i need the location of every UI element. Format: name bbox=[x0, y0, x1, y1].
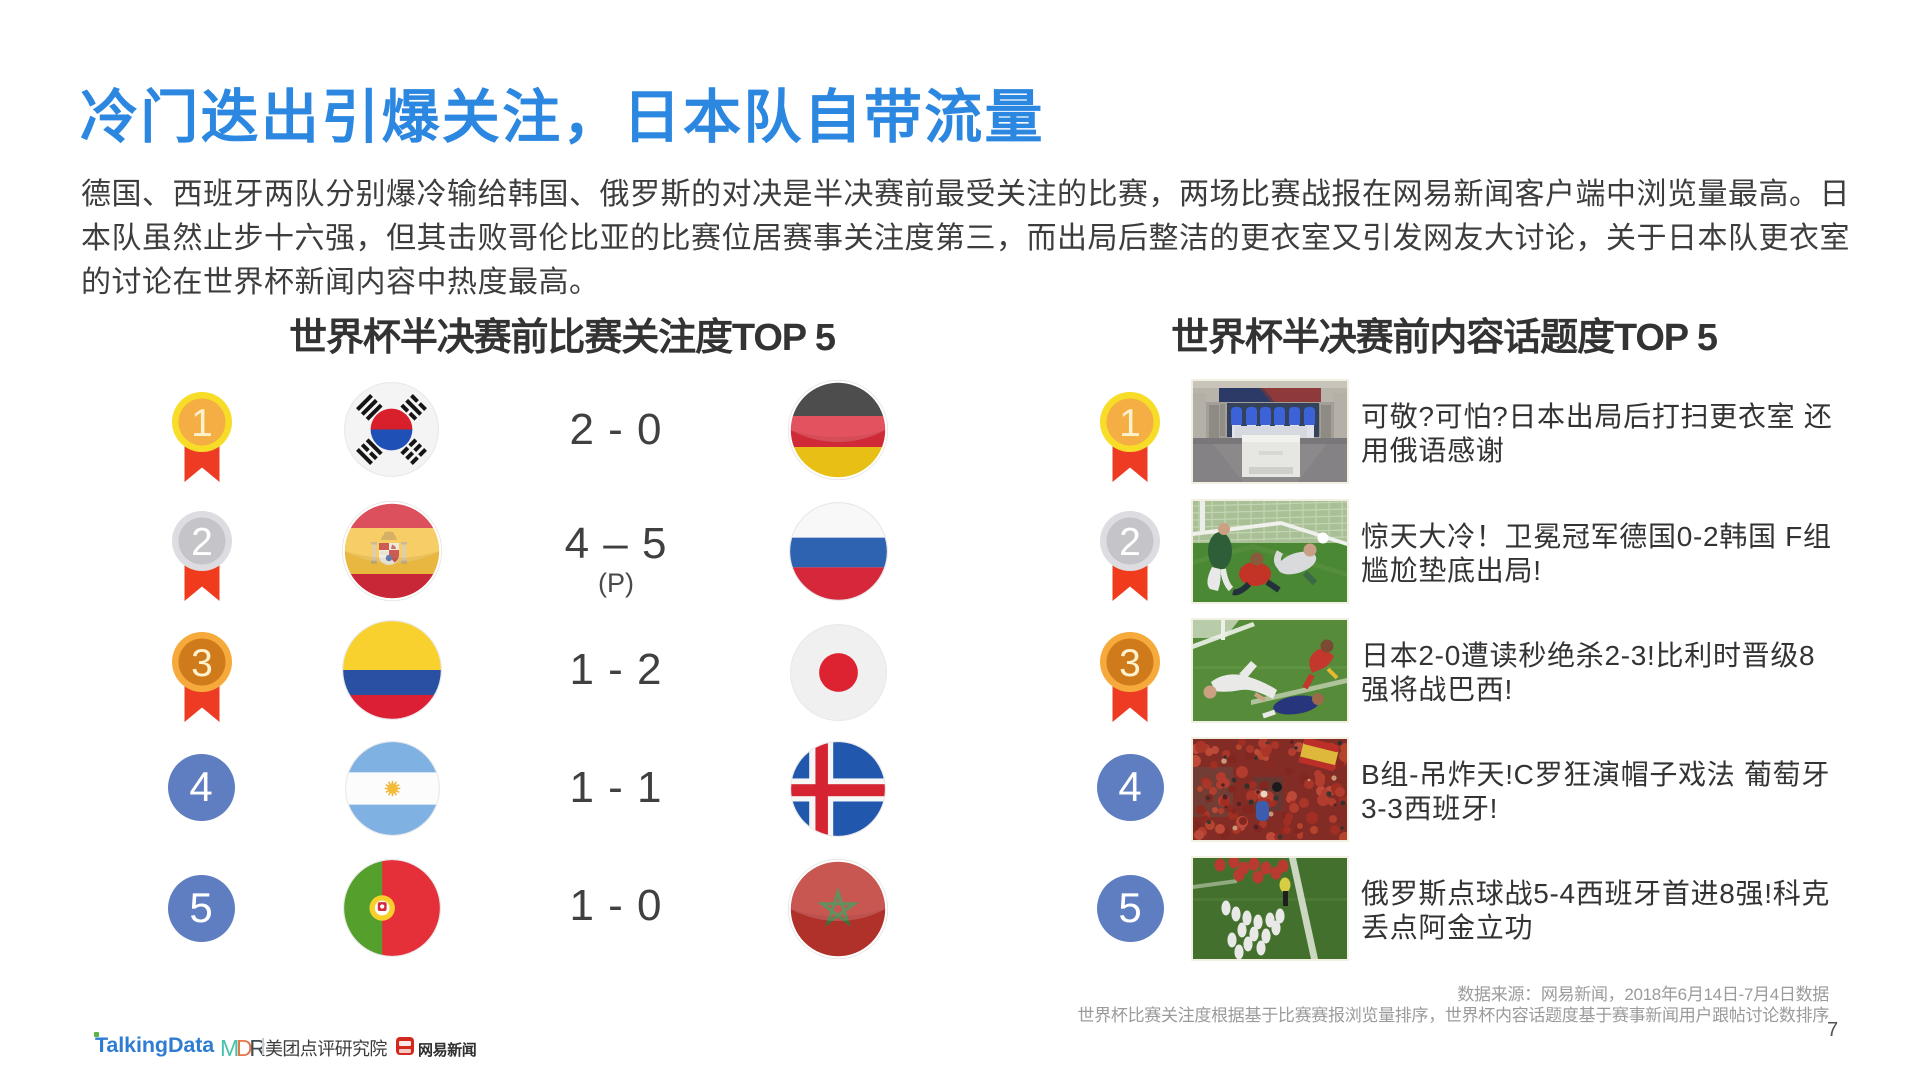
svg-text:2: 2 bbox=[191, 521, 213, 564]
svg-text:1: 1 bbox=[191, 402, 213, 445]
svg-text:3: 3 bbox=[191, 642, 213, 685]
svg-text:3: 3 bbox=[1119, 642, 1141, 685]
svg-text:2: 2 bbox=[1119, 521, 1141, 564]
svg-text:1: 1 bbox=[1119, 402, 1141, 445]
